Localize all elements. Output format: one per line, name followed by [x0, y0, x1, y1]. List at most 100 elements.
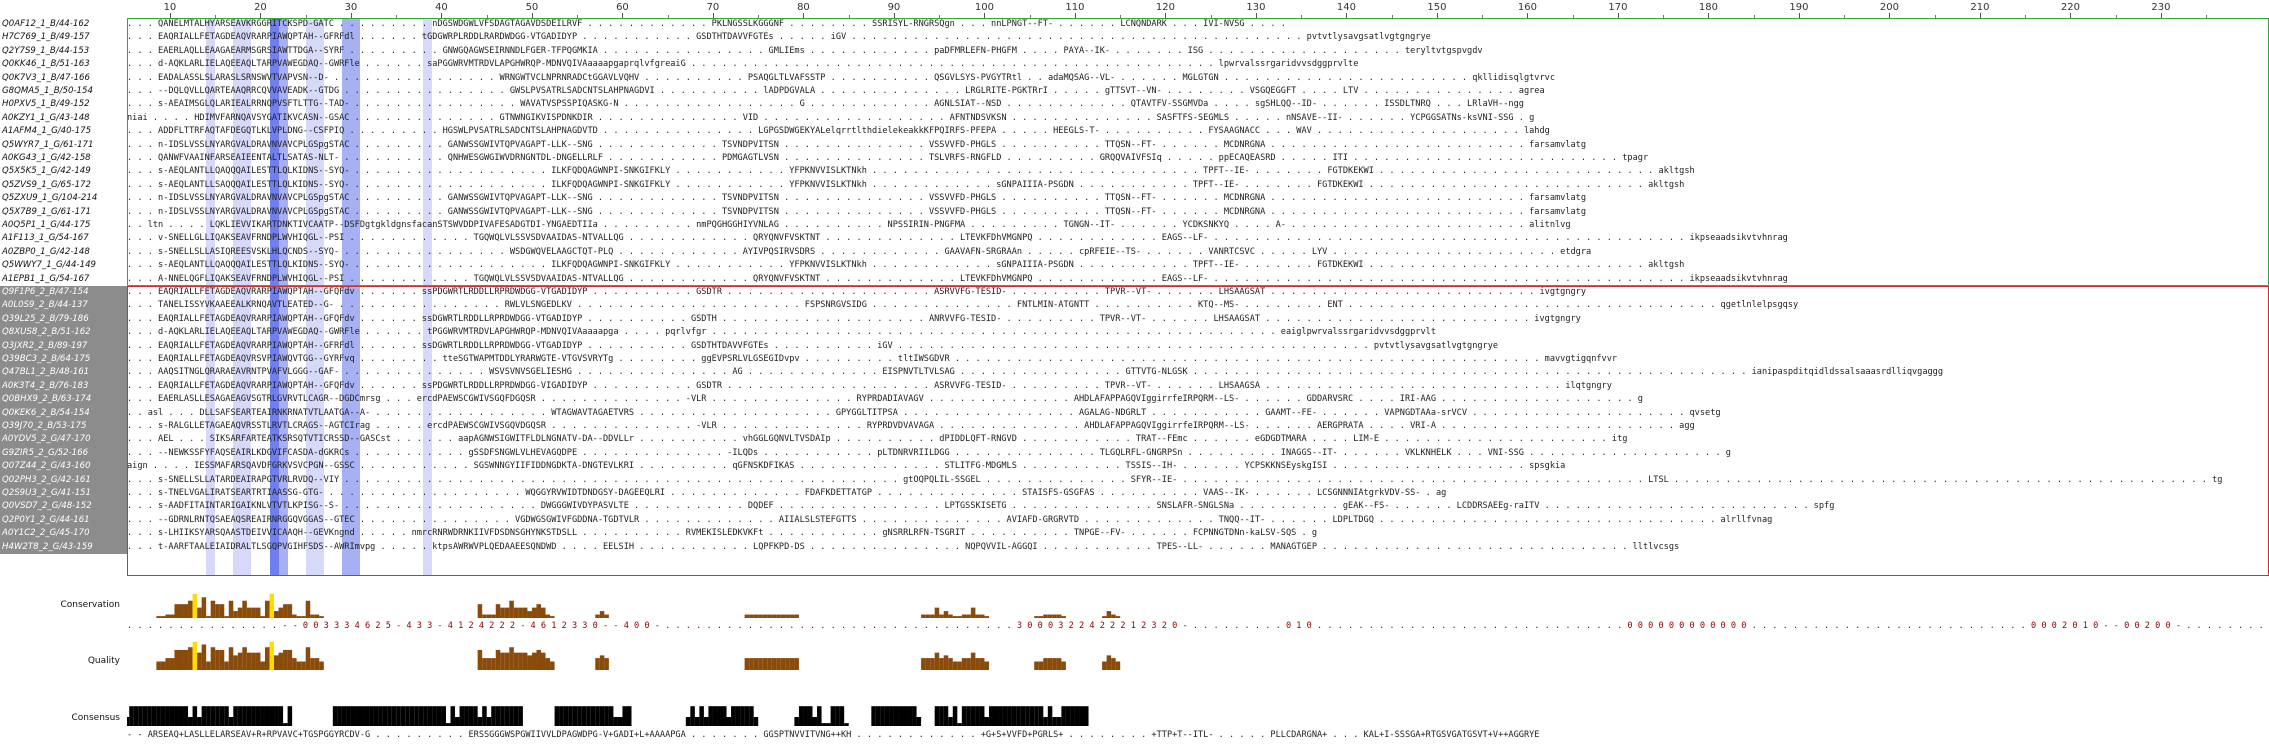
sequence-id[interactable]: Q0AF12_1_B/44-162 — [2, 19, 90, 29]
sequence-row[interactable]: . . . s-AEQLANTLLQAQQQAILESTTLQLKIDNS--S… — [127, 166, 1695, 177]
sequence-id[interactable]: Q02PH3_2_G/42-161 — [0, 473, 127, 487]
sequence-row[interactable]: . . . s-RALGLLETAGAEAQVRSSTLRVTLCRAGS--A… — [127, 421, 1695, 431]
sequence-row[interactable]: . . . n-IDSLVSSLNYARGVALDRAVNVAVCPLGSpgS… — [127, 206, 1587, 217]
sequence-row[interactable]: . . . --GDRNLRNTQSAEAQSREAIRNRGGQVGGAS--… — [127, 514, 1773, 525]
consensus-bar — [717, 706, 722, 726]
sequence-row[interactable]: . . . EAQRIALLFETAGDEAQVRSVPIAWQVTGG--GY… — [127, 354, 1618, 364]
sequence-row[interactable]: . . . A-NNELQGFLIQAKSEAVFRNDPLWVHIQGL--P… — [127, 273, 1788, 284]
sequence-id[interactable]: Q3JXR2_2_B/89-197 — [0, 339, 127, 353]
consensus-histogram — [127, 706, 1089, 726]
sequence-id[interactable]: A1F113_1_G/54-167 — [2, 233, 89, 244]
conservation-bar — [749, 614, 754, 618]
sequence-row[interactable]: . . . EAQRIALLFETAGDEAQVRARPIAWQPTAH--GF… — [127, 313, 1581, 324]
sequence-row[interactable]: . . . EAERLAQLLEAAGAEARMSGRSIAWTTDGA--SY… — [127, 45, 1483, 56]
sequence-row[interactable]: . . asl . . . DLLSAFSEARTEAIRNKRNATVTLAA… — [127, 407, 1721, 418]
sequence-id[interactable]: Q2S9U3_2_G/41-151 — [0, 487, 127, 501]
sequence-row[interactable]: . . . t-AARFTAALEIAIDRALTLSGQPVGIHFSDS--… — [127, 541, 1680, 552]
sequence-row[interactable]: . . . EAQRIALLFETAGDEAQVRARPIAWQPTAH--GF… — [127, 287, 1587, 297]
sequence-row[interactable]: . . . s-TNELVGALIRATSEARTRTIAASSG-GTG- .… — [127, 488, 1447, 498]
sequence-id[interactable]: A0KG43_1_G/42-158 — [2, 153, 91, 163]
sequence-row[interactable]: . . . s-AEAIMSGLQLARIEALRRNQPVSFTLTTG--T… — [127, 99, 1524, 110]
quality-bar — [296, 661, 302, 670]
sequence-row[interactable]: niai . . . . HDIMVFARNQAVSYGATIKVCASN--G… — [127, 112, 1535, 123]
quality-bar — [179, 649, 184, 670]
sequence-id[interactable]: Q5WYR7_1_G/61-171 — [2, 139, 94, 150]
sequence-id[interactable]: A0Y1C2_2_G/45-170 — [0, 527, 127, 541]
sequence-id[interactable]: Q2P0Y1_2_G/44-161 — [0, 513, 127, 528]
sequence-id[interactable]: G9ZIR5_2_G/52-166 — [0, 446, 127, 461]
conservation-bar — [780, 614, 786, 618]
alignment-panel[interactable]: . . . QANELMTALHYARSEAVKRGGRITCKSPD-GATC… — [127, 18, 2269, 576]
sequence-id[interactable]: Q0BHX9_2_B/63-174 — [0, 393, 127, 407]
consensus-bar — [224, 706, 229, 726]
sequence-id[interactable]: Q07Z44_2_G/43-160 — [0, 460, 127, 474]
sequence-id[interactable]: Q0VSD7_2_G/48-152 — [0, 500, 127, 514]
quality-bar — [160, 661, 166, 670]
sequence-id[interactable]: A0ZBP0_1_G/42-148 — [2, 246, 90, 257]
sequence-id[interactable]: A0Q5P1_1_G/44-175 — [2, 220, 91, 230]
consensus-bar — [590, 706, 596, 726]
sequence-id[interactable]: Q0KK46_1_B/51-163 — [2, 59, 90, 70]
sequence-id[interactable]: Q9F1P6_2_B/47-154 — [0, 286, 127, 300]
sequence-id[interactable]: Q5ZVS9_1_G/65-172 — [2, 179, 91, 190]
sequence-id[interactable]: A1EPB1_1_G/54-167 — [2, 273, 90, 284]
sequence-row[interactable]: . . . s-AADFITAINTARIGAIKNLVTVTLKPISG--S… — [127, 501, 1835, 512]
sequence-row[interactable]: . . . --DQLQVLLQARTEAAQRRCQVVAVEADK--GTD… — [127, 86, 1545, 96]
conservation-bar — [283, 604, 288, 618]
consensus-bar — [1056, 717, 1062, 726]
sequence-row[interactable]: . . . EAQRIALLFETAGDEAQVRARPIAWQPTAH--GF… — [127, 32, 1431, 43]
sequence-row[interactable]: . . . AEL . . . SIKSARFARTEATKSRSQTVTICR… — [127, 434, 1628, 445]
sequence-row[interactable]: . . . EAQRIALLFETAGDEAQVRARPIAWQPTAH--GF… — [127, 340, 1499, 351]
sequence-id[interactable]: Q39L25_2_B/79-186 — [0, 312, 127, 327]
sequence-id[interactable]: Q8XUS8_2_B/51-162 — [0, 326, 127, 340]
sequence-id[interactable]: G8QMA5_1_B/50-154 — [2, 86, 93, 96]
sequence-id[interactable]: Q5X7B9_1_G/61-171 — [2, 206, 92, 217]
sequence-row[interactable]: . . . s-LHIIKSYARSQAASTDEIVVICAAQH--GEVK… — [127, 528, 1317, 539]
sequence-row[interactable]: . . . s-SNELLSLLATARDEAIRAPGTVRLRVDQ--VI… — [127, 474, 2223, 485]
sequence-row[interactable]: aign . . . . IESSMAFARSQAVDFGRKVSVCPGN--… — [127, 461, 1566, 472]
sequence-row[interactable]: . . . d-AQKLARLIELAQEEAQLTARPVAWEGDAQ--G… — [127, 327, 1436, 338]
sequence-id[interactable]: H7C769_1_B/49-157 — [2, 32, 90, 43]
conservation-bar — [1043, 614, 1048, 618]
sequence-row[interactable]: . . . AAQSITNGLQRARAEAVRNTPVAFVLGGG--GAF… — [127, 367, 1944, 378]
sequence-id[interactable]: Q47BL1_2_B/48-161 — [0, 366, 127, 380]
sequence-row[interactable]: . . . s-AEQLANTLLSAQQQAILESTTLQLKIDNS--S… — [127, 179, 1685, 190]
sequence-row[interactable]: . . . TANELISSYVKAAEEALKRNQAVTLEATED--G-… — [127, 300, 1799, 311]
consensus-bar — [350, 706, 356, 726]
quality-bar — [1052, 658, 1057, 670]
sequence-row[interactable]: . . . d-AQKLARLIELAQEEAQLTARPVAWEGDAQ--G… — [127, 59, 1359, 70]
conservation-bar — [292, 614, 297, 618]
sequence-row[interactable]: . . . n-IDSLVSSLNYARGVALDRAVNVAVCPLGSpgS… — [127, 193, 1587, 204]
sequence-row[interactable]: . . . --NEWKSSFYFAQSEAIRLKDGVIFCASDA-dGK… — [127, 447, 1731, 458]
sequence-row[interactable]: . . . n-IDSLVSSLNYARGVALDRAVNVAVCPLGSpgS… — [127, 139, 1587, 150]
sequence-row[interactable]: . . . EAQRIALLFETAGDEAQVRARPIAWQPTAH--GF… — [127, 380, 1612, 391]
sequence-id[interactable]: H0PXV5_1_B/49-152 — [2, 99, 90, 110]
sequence-id[interactable]: Q0KEK6_2_B/54-154 — [0, 406, 127, 420]
sequence-id[interactable]: Q5WWY7_1_G/44-149 — [2, 260, 96, 271]
quality-bar — [314, 658, 320, 670]
sequence-id[interactable]: A0K3T4_2_B/76-183 — [0, 379, 127, 394]
sequence-row[interactable]: . . . s-SNELLSLLASIQREESVSKLHLQCNDS--SYQ… — [127, 246, 1592, 257]
sequence-row[interactable]: . . . EADALASSLSLARASLSRNSWVTVAPVSN--D- … — [127, 72, 1555, 83]
sequence-row[interactable]: . . . QANELMTALHYARSEAVKRGGRITCKSPD-GATC… — [127, 19, 1286, 29]
sequence-id[interactable]: A0KZY1_1_G/43-148 — [2, 112, 90, 123]
conservation-bar — [939, 614, 944, 618]
ruler-tick — [1436, 13, 1438, 18]
sequence-id[interactable]: Q5X5K5_1_G/42-149 — [2, 166, 91, 177]
sequence-id[interactable]: A1AFM4_1_G/40-175 — [2, 126, 92, 137]
sequence-row[interactable]: . . . s-AEQLANTLLQAQQQAILESTTLQLKIDNS--S… — [127, 260, 1685, 271]
sequence-id[interactable]: Q39J70_2_B/53-175 — [0, 420, 127, 434]
sequence-row[interactable]: . . ltn . . . . LQKLIEVVIKARTDNKTIVCAATP… — [127, 220, 1571, 230]
consensus-bar — [192, 706, 198, 726]
sequence-row[interactable]: . . . ADDFLTTRFAQTAFDEGQTLKLVPLDNG--CSFP… — [127, 126, 1550, 137]
sequence-row[interactable]: . . . v-SNELLGLLIQAKSEAVFRNDPLWVHIQGL--P… — [127, 233, 1788, 244]
sequence-id[interactable]: Q0K7V3_1_B/47-166 — [2, 72, 90, 83]
sequence-id[interactable]: Q5ZXU9_1_G/104-214 — [2, 193, 98, 204]
sequence-row[interactable]: . . . EAERLASLLESAGAEAGVSGTRLGVRVTLCAGR-… — [127, 394, 1643, 405]
sequence-id[interactable]: Q2Y7S9_1_B/44-153 — [2, 45, 90, 56]
sequence-id[interactable]: Q39BC3_2_B/64-175 — [0, 353, 127, 367]
sequence-id[interactable]: A0L0S9_2_B/44-137 — [0, 299, 127, 313]
sequence-row[interactable]: . . . QANWFVAAINFARSEAIEENTALTLSATAS-NLT… — [127, 153, 1649, 163]
sequence-id[interactable]: H4W2T8_2_G/43-159 — [0, 540, 127, 554]
sequence-id[interactable]: A0YDV5_2_G/47-170 — [0, 433, 127, 447]
